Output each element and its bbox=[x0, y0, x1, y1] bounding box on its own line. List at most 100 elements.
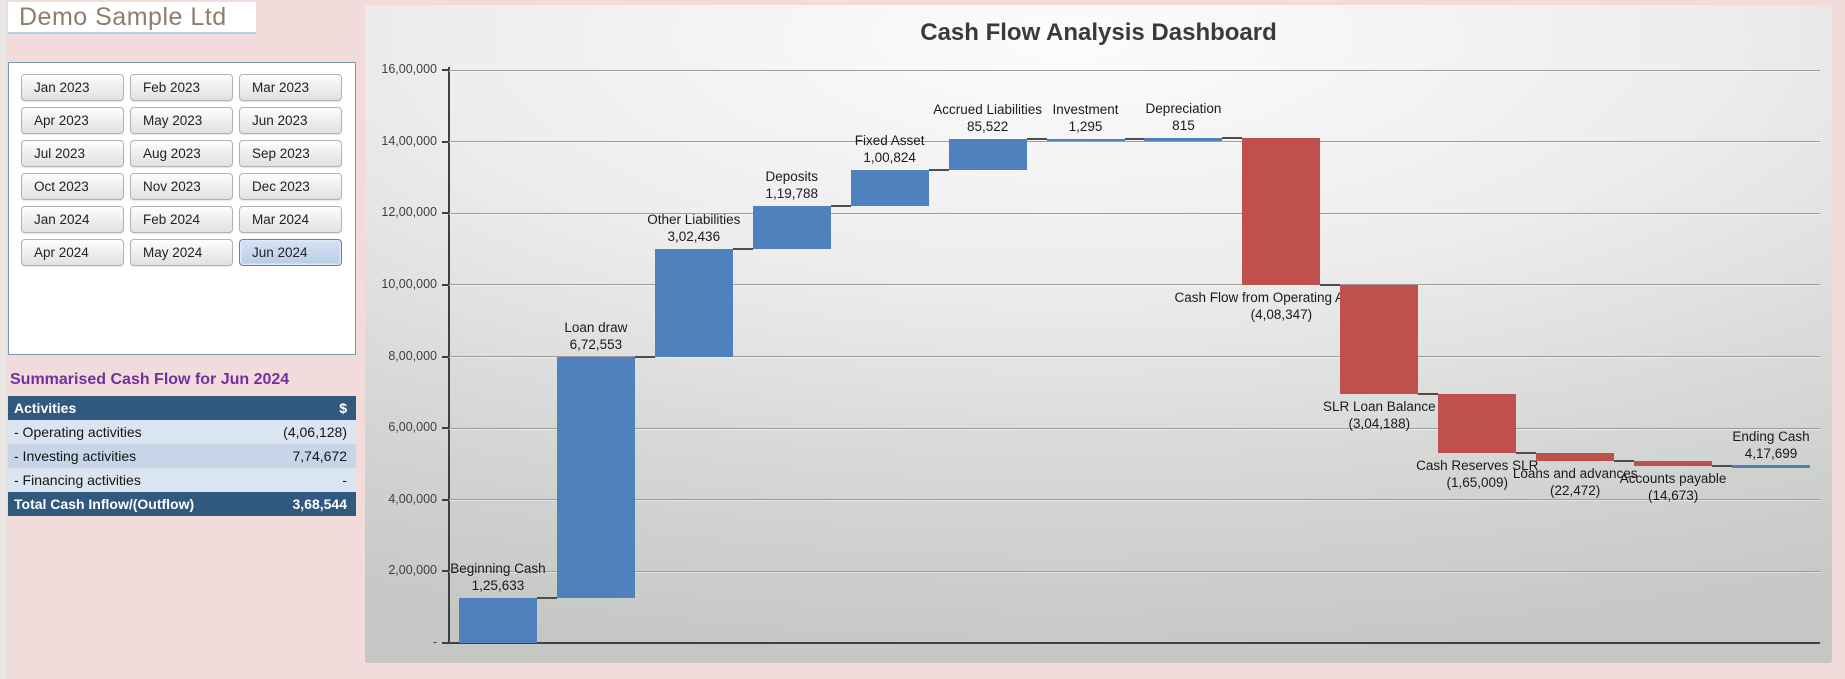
connector-cash-flow-from-operating-activities bbox=[1320, 283, 1341, 286]
bar-label-investment: Investment 1,295 bbox=[1053, 101, 1119, 135]
summary-col-activities: Activities bbox=[8, 396, 256, 420]
y-axis-label-7: 14,00,000 bbox=[381, 133, 437, 148]
bar-label-loans-and-advances: Loans and advances (22,472) bbox=[1513, 465, 1638, 499]
bar-accounts-payable bbox=[1634, 460, 1713, 467]
month-button-feb-2024[interactable]: Feb 2024 bbox=[130, 206, 233, 233]
gridline-6-00-000 bbox=[449, 427, 1820, 429]
bar-label-name: Fixed Asset bbox=[854, 132, 925, 148]
bar-label-value: 6,72,553 bbox=[569, 337, 623, 353]
bar-label-fixed-asset: Fixed Asset 1,00,824 bbox=[855, 132, 925, 166]
month-button-apr-2024[interactable]: Apr 2024 bbox=[21, 239, 124, 266]
month-button-mar-2023[interactable]: Mar 2023 bbox=[239, 74, 342, 101]
bar-label-name: Accrued Liabilities bbox=[933, 102, 1042, 118]
month-button-nov-2023[interactable]: Nov 2023 bbox=[130, 173, 233, 200]
gridline-16-00-000 bbox=[449, 69, 1820, 71]
bar-fixed-asset bbox=[850, 169, 929, 206]
summary-total-row: Total Cash Inflow/(Outflow) 3,68,544 bbox=[8, 492, 356, 516]
bar-investment bbox=[1046, 138, 1125, 142]
connector-loans-and-advances bbox=[1614, 459, 1635, 462]
month-button-jan-2024[interactable]: Jan 2024 bbox=[21, 206, 124, 233]
y-tick-3 bbox=[442, 427, 448, 430]
connector-beginning-cash bbox=[536, 597, 557, 599]
bar-label-value: 1,25,633 bbox=[471, 578, 525, 593]
summary-row-financing-value: - bbox=[342, 472, 347, 488]
connector-depreciation bbox=[1222, 137, 1243, 140]
bar-label-ending-cash: Ending Cash 4,17,699 bbox=[1732, 428, 1809, 462]
gridline-12-00-000 bbox=[449, 212, 1820, 214]
gridline-2-00-000 bbox=[449, 570, 1820, 572]
bar-loan-draw bbox=[556, 357, 635, 598]
month-button-aug-2023[interactable]: Aug 2023 bbox=[130, 140, 233, 167]
bar-label-value: 815 bbox=[1172, 118, 1195, 134]
month-button-may-2023[interactable]: May 2023 bbox=[130, 107, 233, 134]
bar-label-name: Beginning Cash bbox=[450, 561, 546, 576]
summary-header-row: Activities $ bbox=[8, 396, 356, 420]
connector-loan-draw bbox=[634, 356, 655, 359]
y-axis-label-6: 12,00,000 bbox=[381, 205, 437, 220]
bar-label-deposits: Deposits 1,19,788 bbox=[765, 168, 818, 202]
gridline-4-00-000 bbox=[449, 499, 1820, 501]
summary-table: Activities $ - Operating activities (4,0… bbox=[8, 396, 356, 516]
connector-cash-reserves-slr bbox=[1516, 451, 1537, 454]
bar-label-beginning-cash: Beginning Cash 1,25,633 bbox=[450, 560, 545, 594]
bar-label-name: Loans and advances bbox=[1512, 465, 1638, 481]
bar-label-name: Other Liabilities bbox=[647, 211, 741, 227]
month-button-oct-2023[interactable]: Oct 2023 bbox=[21, 173, 124, 200]
gridline-10-00-000 bbox=[449, 284, 1820, 286]
month-button-jan-2023[interactable]: Jan 2023 bbox=[21, 74, 124, 101]
bar-label-value: 3,02,436 bbox=[667, 228, 721, 244]
connector-fixed-asset bbox=[928, 168, 949, 171]
bar-label-other-liabilities: Other Liabilities 3,02,436 bbox=[647, 211, 740, 245]
bar-label-slr-loan-balance: SLR Loan Balance (3,04,188) bbox=[1323, 398, 1436, 432]
month-button-may-2024[interactable]: May 2024 bbox=[130, 239, 233, 266]
bar-label-loan-draw: Loan draw 6,72,553 bbox=[564, 319, 627, 353]
y-axis-label-3: 6,00,000 bbox=[388, 420, 437, 435]
bar-deposits bbox=[752, 205, 831, 249]
month-button-apr-2023[interactable]: Apr 2023 bbox=[21, 107, 124, 134]
month-button-jul-2023[interactable]: Jul 2023 bbox=[21, 140, 124, 167]
summary-row-operating-value: (4,06,128) bbox=[283, 424, 347, 440]
y-tick-6 bbox=[442, 212, 448, 215]
bar-other-liabilities bbox=[654, 248, 733, 358]
connector-investment bbox=[1124, 137, 1145, 140]
summary-title: Summarised Cash Flow for Jun 2024 bbox=[10, 371, 290, 388]
summary-col-amount: $ bbox=[255, 396, 356, 420]
bar-label-name: Depreciation bbox=[1145, 101, 1222, 117]
gridline-14-00-000 bbox=[449, 141, 1820, 143]
connector-slr-loan-balance bbox=[1418, 392, 1439, 395]
y-tick-8 bbox=[442, 69, 448, 71]
summary-total-label: Total Cash Inflow/(Outflow) bbox=[8, 492, 256, 516]
bar-label-accrued-liabilities: Accrued Liabilities 85,522 bbox=[933, 101, 1042, 135]
left-edge-strip bbox=[0, 0, 7, 679]
summary-row-financing-label: - Financing activities bbox=[14, 472, 141, 488]
bar-label-name: Deposits bbox=[765, 168, 819, 184]
bar-label-value: (1,65,009) bbox=[1446, 474, 1509, 490]
company-name-box: Demo Sample Ltd bbox=[8, 2, 256, 34]
month-button-sep-2023[interactable]: Sep 2023 bbox=[239, 140, 342, 167]
bar-label-value: 1,00,824 bbox=[863, 149, 916, 165]
bar-cash-reserves-slr bbox=[1438, 393, 1517, 453]
bar-label-value: (22,472) bbox=[1550, 482, 1601, 498]
bar-label-value: 1,295 bbox=[1068, 118, 1103, 134]
y-axis-label-0: - bbox=[432, 635, 437, 649]
summary-row-investing-value: 7,74,672 bbox=[292, 448, 348, 464]
chart-title: Cash Flow Analysis Dashboard bbox=[920, 19, 1277, 46]
bar-label-value: (4,08,347) bbox=[1250, 306, 1313, 322]
y-tick-5 bbox=[442, 283, 448, 286]
bar-label-name: Ending Cash bbox=[1732, 429, 1810, 445]
summary-total-value: 3,68,544 bbox=[255, 492, 356, 516]
bar-label-value: 1,19,788 bbox=[765, 185, 819, 201]
y-axis-label-5: 10,00,000 bbox=[381, 276, 437, 291]
month-button-feb-2023[interactable]: Feb 2023 bbox=[130, 74, 233, 101]
summary-row-financing: - Financing activities - bbox=[8, 468, 356, 492]
connector-other-liabilities bbox=[732, 247, 753, 250]
y-axis-label-4: 8,00,000 bbox=[388, 348, 437, 363]
summary-row-investing: - Investing activities 7,74,672 bbox=[8, 444, 356, 468]
month-button-dec-2023[interactable]: Dec 2023 bbox=[239, 173, 342, 200]
month-button-jun-2024[interactable]: Jun 2024 bbox=[239, 239, 342, 266]
bar-label-value: (14,673) bbox=[1647, 488, 1699, 504]
month-button-jun-2023[interactable]: Jun 2023 bbox=[239, 107, 342, 134]
bar-loans-and-advances bbox=[1536, 452, 1615, 461]
month-button-mar-2024[interactable]: Mar 2024 bbox=[239, 206, 342, 233]
